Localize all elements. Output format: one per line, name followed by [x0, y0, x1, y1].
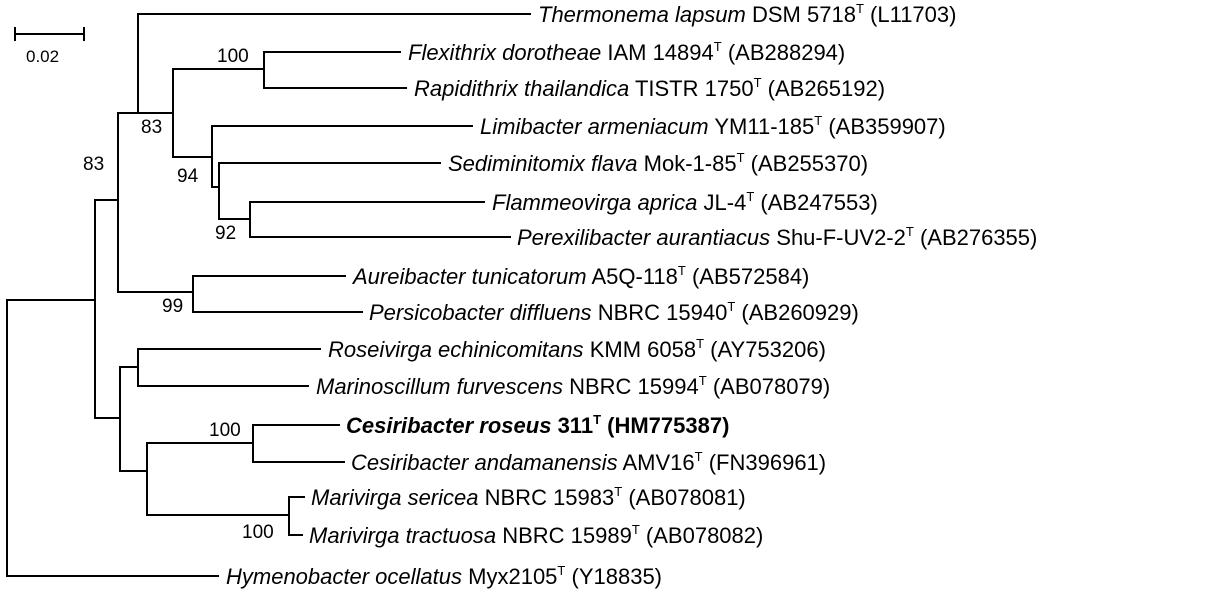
taxon-label-perexilibacter-aurantiacus: Perexilibacter aurantiacus Shu-F-UV2-2T … [517, 224, 1037, 250]
taxon-label-cesiribacter-roseus: Cesiribacter roseus 311T (HM775387) [346, 412, 729, 438]
taxon-label-limibacter-armeniacum: Limibacter armeniacum YM11-185T (AB35990… [480, 113, 946, 139]
taxon-label-flexithrix-dorotheae: Flexithrix dorotheae IAM 14894T (AB28829… [408, 39, 845, 65]
taxon-label-hymenobacter-ocellatus: Hymenobacter ocellatus Myx2105T (Y18835) [226, 563, 662, 589]
taxon-label-marinoscillum-furvescens: Marinoscillum furvescens NBRC 15994T (AB… [316, 373, 830, 399]
bootstrap-values: 100 83 94 92 83 99 100 100 [83, 46, 274, 543]
bootstrap-label: 83 [83, 154, 104, 175]
bootstrap-label: 100 [209, 420, 241, 441]
taxon-label-roseivirga-echinicomitans: Roseivirga echinicomitans KMM 6058T (AY7… [328, 336, 826, 362]
bootstrap-label: 83 [141, 117, 162, 138]
taxon-label-marivirga-sericea: Marivirga sericea NBRC 15983T (AB078081) [311, 484, 746, 510]
tree-branches [6, 13, 531, 577]
taxon-label-thermonema-lapsum: Thermonema lapsum DSM 5718T (L11703) [538, 1, 956, 27]
taxon-label-cesiribacter-andamanensis: Cesiribacter andamanensis AMV16T (FN3969… [351, 449, 826, 475]
taxon-label-persicobacter-diffluens: Persicobacter diffluens NBRC 15940T (AB2… [369, 299, 859, 325]
taxon-label-aureibacter-tunicatorum: Aureibacter tunicatorum A5Q-118T (AB5725… [351, 263, 809, 289]
bootstrap-label: 100 [217, 46, 249, 67]
taxon-label-marivirga-tractuosa: Marivirga tractuosa NBRC 15989T (AB07808… [309, 522, 763, 548]
taxon-label-rapidithrix-thailandica: Rapidithrix thailandica TISTR 1750T (AB2… [414, 75, 885, 101]
bootstrap-label: 92 [215, 223, 236, 244]
taxon-labels: Thermonema lapsum DSM 5718T (L11703) Fle… [226, 1, 1037, 589]
bootstrap-label: 100 [242, 522, 274, 543]
taxon-label-flammeovirga-aprica: Flammeovirga aprica JL-4T (AB247553) [492, 189, 878, 215]
scale-bar: 0.02 [14, 27, 85, 66]
bootstrap-label: 99 [162, 296, 183, 317]
scale-bar-label: 0.02 [26, 47, 59, 66]
bootstrap-label: 94 [177, 166, 199, 187]
taxon-label-sediminitomix-flava: Sediminitomix flava Mok-1-85T (AB255370) [448, 150, 868, 176]
